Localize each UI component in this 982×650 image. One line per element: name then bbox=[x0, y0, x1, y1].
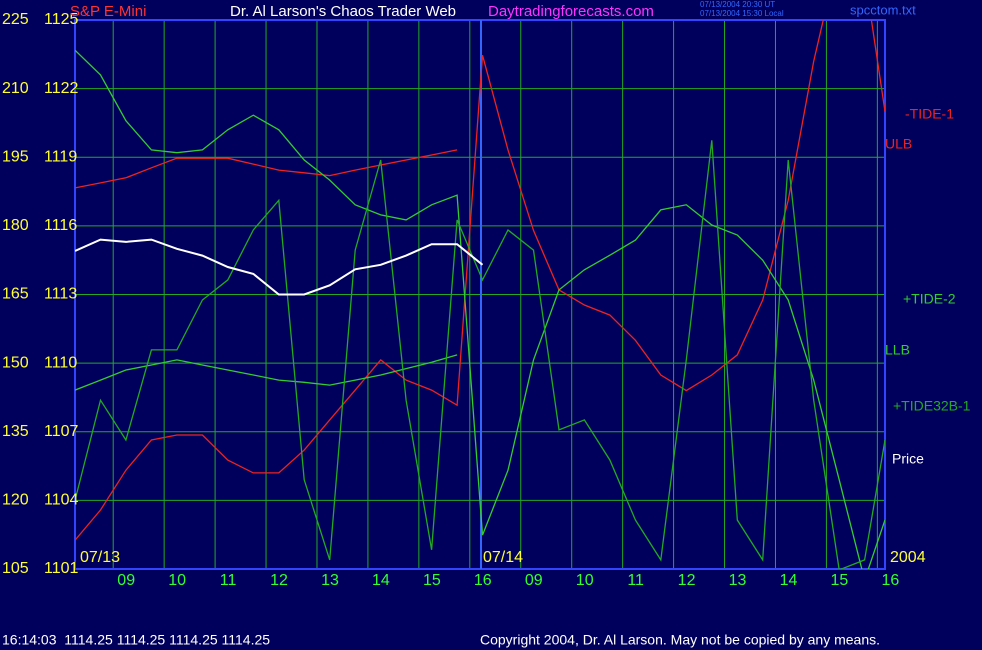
x-tick-label: 15 bbox=[423, 572, 441, 589]
y-tick-label: 180 bbox=[2, 217, 29, 234]
series-line bbox=[75, 149, 458, 189]
series-line bbox=[75, 354, 458, 391]
y-tick-label: 105 bbox=[2, 560, 29, 577]
legend-label: Price bbox=[892, 451, 924, 467]
series-line bbox=[75, 238, 484, 296]
y-tick-label: 165 bbox=[2, 286, 29, 303]
x-tick-label: 10 bbox=[576, 572, 594, 589]
legend-label: LLB bbox=[885, 342, 910, 358]
x-tick-label: 13 bbox=[729, 572, 747, 589]
legend-label: +TIDE-2 bbox=[903, 291, 956, 307]
date-label: 07/13 bbox=[80, 549, 120, 566]
x-tick-label: 09 bbox=[525, 572, 543, 589]
time-stamp: 07/13/2004 20:30 UT bbox=[700, 0, 775, 9]
y2-tick-label: 1107 bbox=[44, 423, 79, 440]
copyright: Copyright 2004, Dr. Al Larson. May not b… bbox=[480, 632, 880, 648]
time-stamp: 07/13/2004 15:30 Local bbox=[700, 9, 784, 18]
y2-tick-label: 1110 bbox=[44, 354, 77, 371]
y-tick-label: 150 bbox=[2, 354, 29, 371]
x-tick-label: 16 bbox=[474, 572, 492, 589]
labels: 105 120 135 150 165 180 195 210 225 1101 1104 1107 1… bbox=[2, 11, 971, 589]
status-line: 16:14:03 1114.25 1114.25 1114.25 1114.25 bbox=[2, 632, 270, 648]
legend-label: ULB bbox=[885, 136, 912, 152]
x-tick-label: 10 bbox=[168, 572, 186, 589]
y2-tick-label: 1119 bbox=[44, 148, 77, 165]
y-tick-label: 195 bbox=[2, 148, 29, 165]
instrument: S&P E-Mini bbox=[70, 3, 146, 20]
x-tick-label: 14 bbox=[780, 572, 798, 589]
y-tick-label: 120 bbox=[2, 492, 29, 509]
y-tick-label: 225 bbox=[2, 11, 29, 28]
x-tick-label: 12 bbox=[270, 572, 288, 589]
x-tick-label: 12 bbox=[678, 572, 696, 589]
legend-label: +TIDE32B-1 bbox=[893, 398, 971, 414]
x-tick-label: 15 bbox=[831, 572, 849, 589]
y2-tick-label: 1116 bbox=[44, 217, 77, 234]
series-lines bbox=[75, 20, 885, 569]
y2-tick-label: 1104 bbox=[44, 492, 79, 509]
x-tick-label: 11 bbox=[220, 572, 237, 589]
date-label: 2004 bbox=[890, 549, 926, 566]
y-tick-label: 135 bbox=[2, 423, 29, 440]
site: Daytradingforecasts.com bbox=[488, 3, 654, 20]
legend-label: -TIDE-1 bbox=[905, 106, 954, 122]
y2-tick-label: 1101 bbox=[44, 560, 79, 577]
series-line bbox=[75, 20, 885, 541]
x-tick-label: 13 bbox=[321, 572, 339, 589]
x-tick-label: 11 bbox=[627, 572, 644, 589]
x-tick-label: 09 bbox=[117, 572, 135, 589]
series-line bbox=[75, 140, 885, 569]
date-label: 07/14 bbox=[483, 549, 523, 566]
y2-tick-label: 1125 bbox=[44, 11, 79, 28]
x-tick-label: 16 bbox=[881, 572, 899, 589]
x-tick-label: 14 bbox=[372, 572, 390, 589]
y2-tick-label: 1122 bbox=[44, 80, 79, 97]
y-tick-label: 210 bbox=[2, 80, 29, 97]
chart-title: Dr. Al Larson's Chaos Trader Web bbox=[230, 3, 456, 20]
file-name: spcctom.txt bbox=[850, 2, 916, 17]
y2-tick-label: 1113 bbox=[44, 286, 77, 303]
series-line bbox=[75, 49, 885, 569]
